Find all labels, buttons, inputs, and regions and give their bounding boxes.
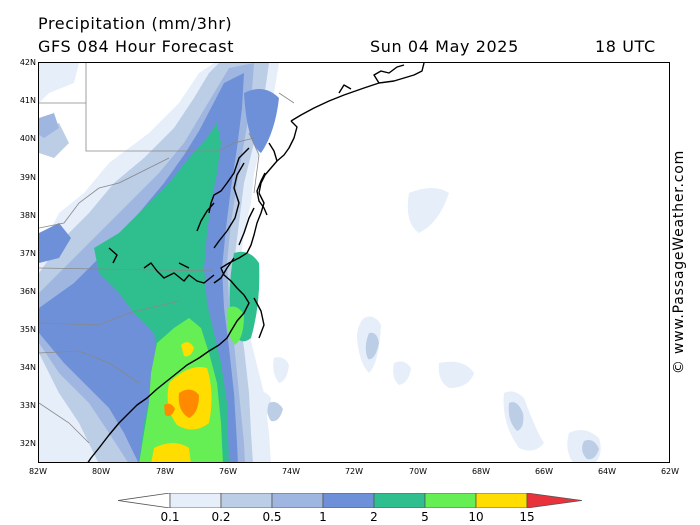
lat-label: 37N (19, 249, 36, 258)
lon-label: 64W (597, 467, 617, 476)
scale-label: 0.1 (160, 510, 180, 524)
precip-extreme-layer (164, 389, 199, 418)
lat-label: 41N (19, 96, 36, 105)
lon-label: 70W (408, 467, 428, 476)
scale-label: 0.2 (211, 510, 231, 524)
forecast-time: 18 UTC (595, 37, 656, 56)
scale-label: 0.5 (262, 510, 282, 524)
state-borders (39, 63, 295, 444)
map-canvas (39, 63, 601, 462)
lat-label: 32N (19, 439, 36, 448)
lat-label: 35N (19, 325, 36, 334)
scale-bin (220, 493, 273, 508)
lat-label: 34N (19, 363, 36, 372)
scale-label: 2 (370, 510, 378, 524)
color-scale-legend (118, 493, 582, 508)
scale-high-arrow (526, 493, 582, 508)
precipitation-map (38, 62, 670, 463)
forecast-date: Sun 04 May 2025 (370, 37, 519, 56)
scale-label: 5 (421, 510, 429, 524)
scale-bin (373, 493, 426, 508)
lon-label: 72W (344, 467, 364, 476)
scale-bin (322, 493, 375, 508)
scale-bin (424, 493, 477, 508)
lon-label: 62W (660, 467, 680, 476)
lon-label: 82W (28, 467, 48, 476)
forecast-subtitle: GFS 084 Hour Forecast (38, 37, 235, 56)
coastline (87, 63, 425, 462)
scale-bin (169, 493, 222, 508)
lat-label: 33N (19, 401, 36, 410)
lat-label: 36N (19, 287, 36, 296)
lon-label: 78W (155, 467, 175, 476)
lon-label: 76W (218, 467, 238, 476)
lat-label: 40N (19, 134, 36, 143)
scale-label: 15 (519, 510, 535, 524)
lon-label: 74W (281, 467, 301, 476)
lon-label: 80W (91, 467, 111, 476)
scale-label: 10 (468, 510, 484, 524)
scale-label: 1 (319, 510, 327, 524)
lat-label: 42N (19, 58, 36, 67)
scale-bin (271, 493, 324, 508)
chart-title: Precipitation (mm/3hr) (38, 14, 233, 33)
lat-label: 39N (19, 173, 36, 182)
scale-low-arrow (118, 493, 171, 508)
lat-label: 38N (19, 211, 36, 220)
lon-label: 68W (471, 467, 491, 476)
scale-bin (475, 493, 528, 508)
watermark-text: © www.PassageWeather.com (671, 149, 687, 375)
lon-label: 66W (534, 467, 554, 476)
